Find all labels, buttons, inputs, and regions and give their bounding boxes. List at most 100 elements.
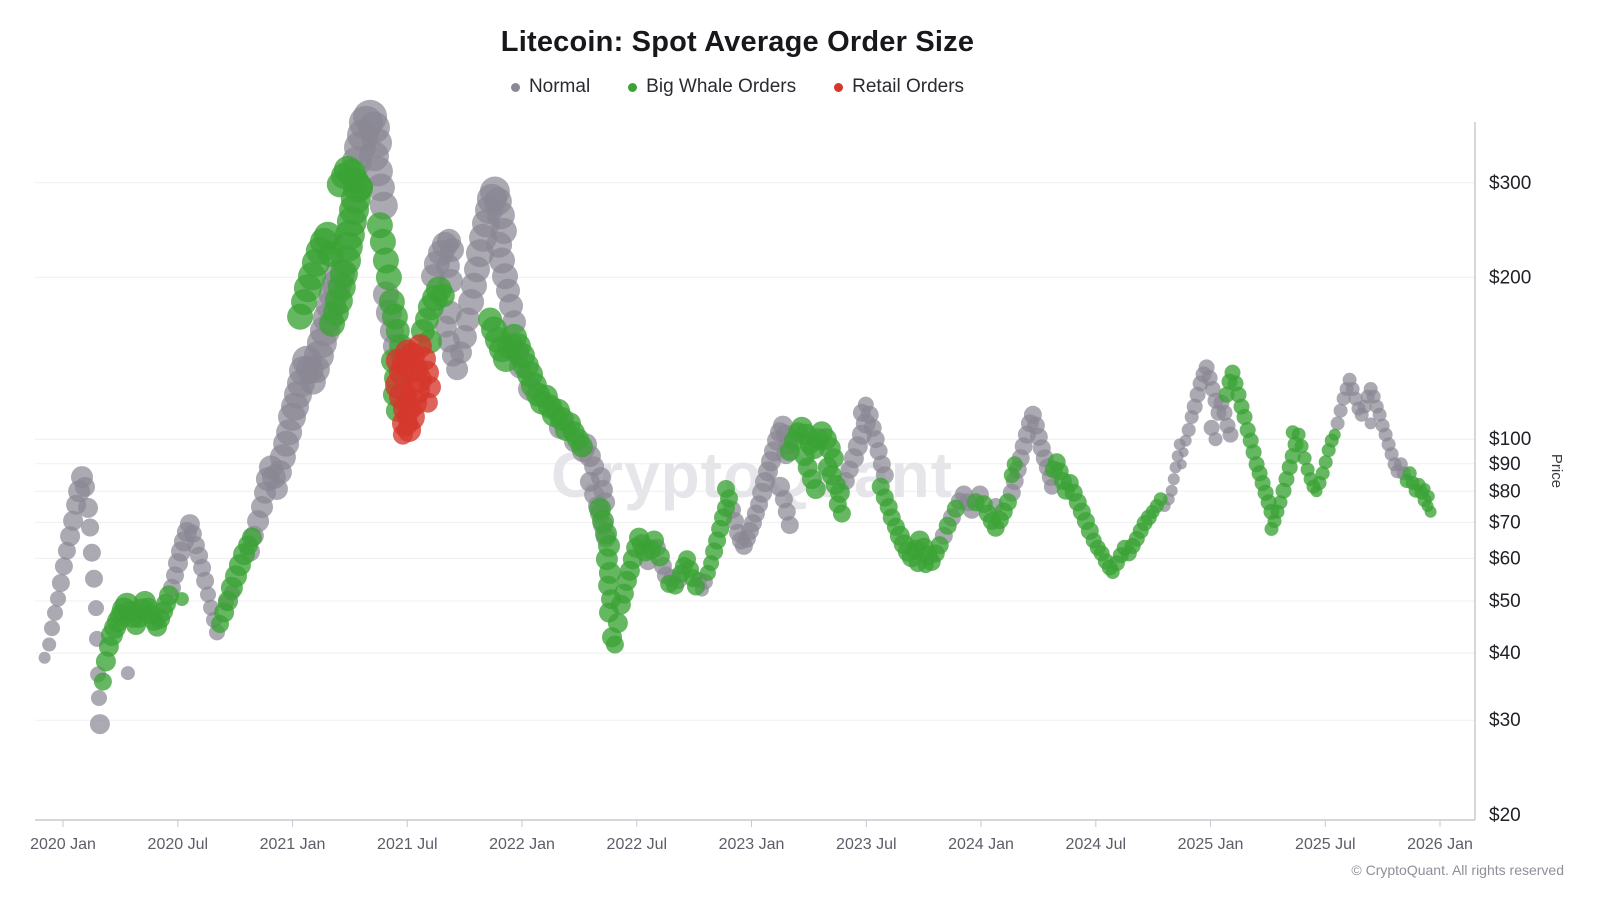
legend-dot-normal-icon [510, 82, 520, 92]
x-tick-label: 2022 Jul [607, 836, 668, 853]
legend-item-retail-orders[interactable]: Retail Orders [834, 76, 964, 98]
bubble-normal [75, 476, 95, 497]
bubble-whale [1273, 495, 1288, 510]
x-tick-label: 2026 Jan [1407, 836, 1473, 853]
series-retail [385, 334, 441, 445]
bubble-whale [1218, 386, 1235, 403]
bubble-retail [392, 424, 413, 445]
y-tick-label: $50 [1489, 591, 1521, 612]
x-tick-label: 2024 Jan [948, 836, 1014, 853]
bubble-retail [417, 392, 438, 413]
bubble-normal [1176, 459, 1187, 470]
bubble-whale [605, 635, 624, 654]
bubble-normal [1179, 434, 1192, 447]
bubble-whale [570, 435, 593, 458]
y-tick-label: $100 [1489, 429, 1531, 450]
bubble-whale [930, 536, 949, 555]
bubble-normal [54, 557, 73, 576]
bubble-whale [430, 283, 455, 308]
legend-item-normal[interactable]: Normal [510, 76, 591, 98]
y-tick-label: $30 [1489, 710, 1521, 731]
bubble-normal [1333, 403, 1348, 418]
bubble-normal [85, 569, 103, 588]
bubble-normal [120, 666, 135, 681]
bubble-whale [1236, 409, 1253, 425]
bubble-whale [1424, 505, 1437, 518]
bubble-whale [347, 174, 373, 201]
legend: Normal Big Whale Orders Retail Orders [0, 76, 1475, 98]
bubble-whale [649, 546, 670, 567]
bubble-normal [780, 516, 799, 535]
x-tick-label: 2020 Jan [30, 836, 96, 853]
bubble-whale [1006, 456, 1023, 473]
bubble-normal [88, 600, 104, 617]
bubble-whale [174, 592, 189, 607]
legend-label-normal: Normal [528, 76, 591, 97]
bubble-whale [687, 577, 705, 596]
bubble-normal [1222, 426, 1239, 443]
bubble-normal [91, 690, 107, 706]
bubble-normal [1178, 447, 1189, 458]
bubble-normal [446, 358, 469, 381]
x-tick-label: 2024 Jul [1066, 836, 1127, 853]
bubble-normal [47, 604, 63, 621]
bubble-normal [200, 586, 216, 603]
bubble-normal [57, 541, 76, 560]
series-whale [93, 155, 1437, 691]
bubble-normal [1181, 423, 1196, 437]
bubble-whale [1318, 455, 1333, 470]
x-tick-label: 2021 Jul [377, 836, 438, 853]
y-tick-label: $300 [1489, 173, 1531, 194]
bubble-whale [946, 499, 965, 518]
bubble-whale [998, 493, 1017, 512]
bubble-normal [51, 574, 70, 592]
bubble-normal [42, 637, 57, 652]
x-tick-label: 2023 Jan [719, 836, 785, 853]
bubble-whale [805, 479, 826, 499]
y-tick-label: $90 [1489, 454, 1521, 475]
bubble-whale [607, 613, 628, 633]
bubble-whale [1285, 425, 1300, 440]
bubble-normal [196, 571, 215, 590]
x-tick-label: 2021 Jan [260, 836, 326, 853]
x-tick-label: 2022 Jan [489, 836, 555, 853]
bubble-normal [1203, 419, 1220, 436]
x-tick-label: 2025 Jul [1295, 836, 1356, 853]
bubble-normal [81, 518, 100, 537]
bubble-normal [78, 497, 98, 518]
chart-title: Litecoin: Spot Average Order Size [500, 26, 975, 58]
y-tick-label: $60 [1489, 548, 1521, 569]
bubble-whale [917, 557, 934, 574]
bubble-normal [1208, 432, 1223, 447]
bubble-whale [241, 527, 262, 548]
bubble-whale [832, 504, 851, 523]
y-tick-label: $200 [1489, 267, 1531, 288]
bubble-normal [60, 526, 81, 547]
bubble-normal [89, 714, 110, 735]
bubble-normal [63, 510, 84, 531]
copyright-notice: © CryptoQuant. All rights reserved [1351, 862, 1564, 878]
bubble-whale [93, 672, 112, 691]
bubble-whale [1328, 428, 1341, 441]
bubble-whale [1245, 444, 1262, 461]
bubble-whale [1422, 490, 1435, 503]
x-tick-label: 2025 Jan [1178, 836, 1244, 853]
bubble-retail [419, 376, 441, 399]
bubble-normal [44, 620, 60, 637]
x-tick-label: 2023 Jul [836, 836, 897, 853]
x-tick-label: 2020 Jul [148, 836, 209, 853]
legend-label-big-whale-orders: Big Whale Orders [646, 76, 797, 97]
legend-item-big-whale-orders[interactable]: Big Whale Orders [628, 76, 796, 98]
bubble-whale [1297, 451, 1312, 466]
bubble-whale [1294, 439, 1309, 454]
legend-dot-retail-icon [834, 82, 844, 92]
bubble-normal [1165, 484, 1178, 497]
bubble-whale [1153, 492, 1168, 507]
bubble-normal [1364, 417, 1377, 430]
series-normal [38, 99, 1411, 735]
bubble-normal [1167, 473, 1180, 486]
bubble-whale [1264, 521, 1279, 536]
bubble-normal [1216, 404, 1233, 421]
